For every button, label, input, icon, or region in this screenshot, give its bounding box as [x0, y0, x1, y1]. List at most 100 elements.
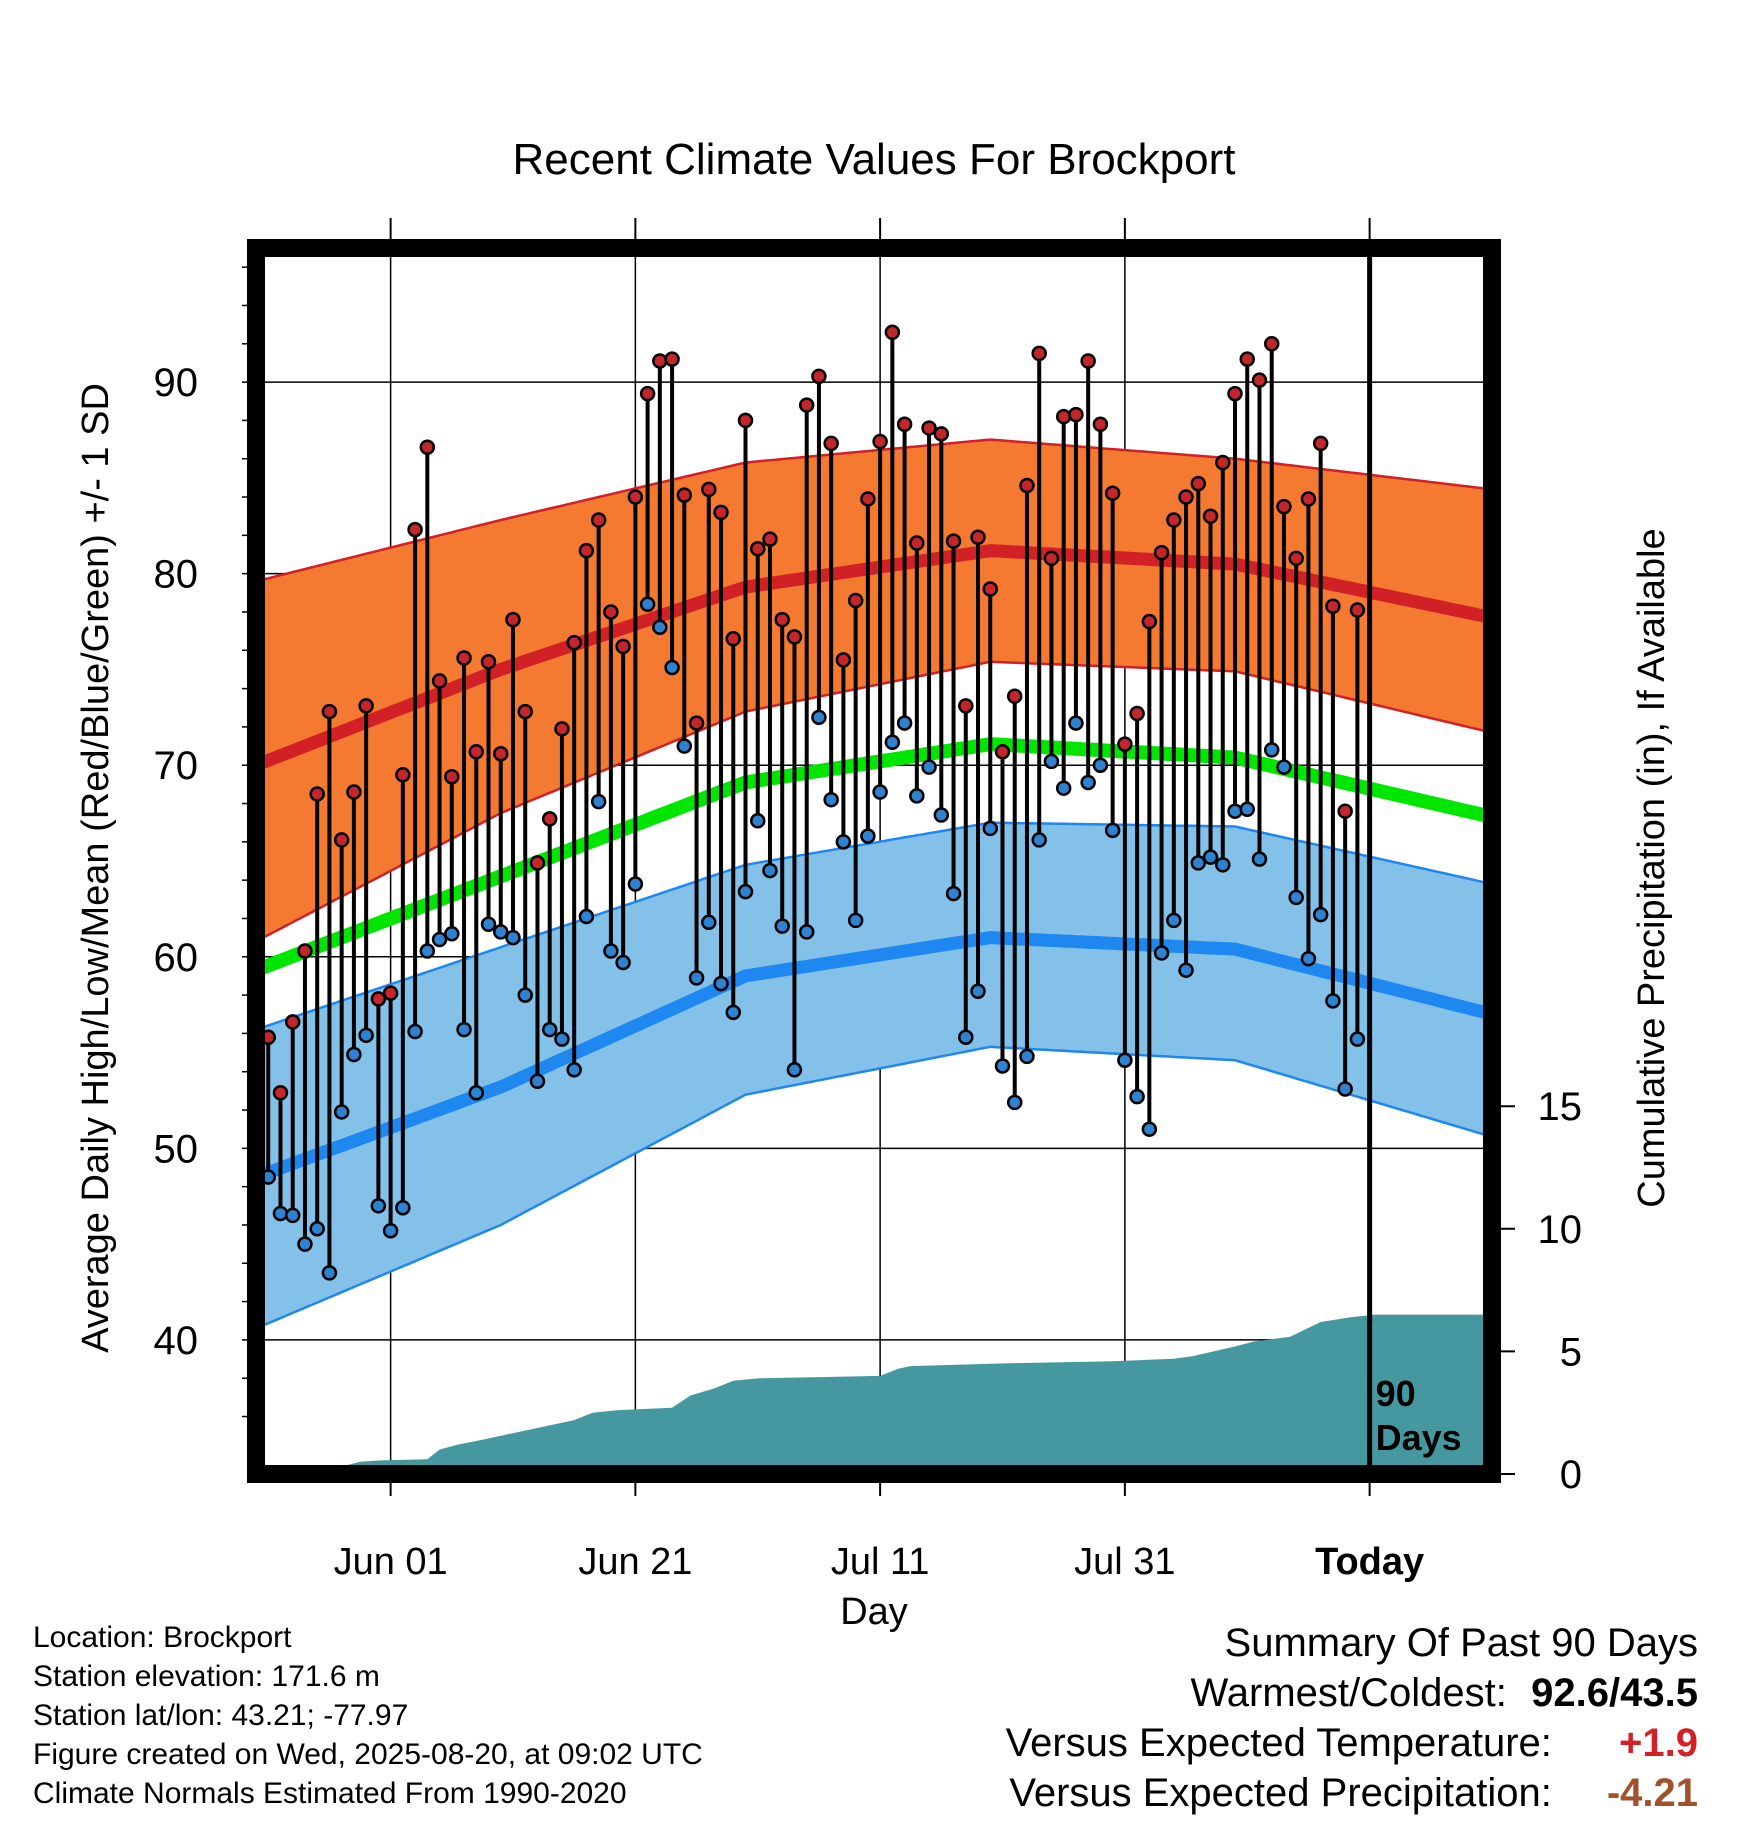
- x-tick-label: Jun 21: [578, 1541, 692, 1583]
- daily-low-point: [884, 734, 901, 750]
- daily-low-point: [346, 1046, 362, 1063]
- daily-high-point: [676, 487, 693, 503]
- daily-low-point: [297, 1236, 313, 1252]
- daily-low-point: [958, 1029, 974, 1045]
- daily-low-point: [505, 929, 521, 946]
- daily-low-point: [1117, 1052, 1133, 1068]
- daily-high-point: [896, 416, 913, 432]
- daily-low-point: [493, 924, 509, 940]
- daily-low-point: [688, 970, 705, 986]
- daily-low-point: [847, 912, 864, 929]
- daily-low-point: [1215, 857, 1231, 873]
- daily-low-point: [1312, 906, 1329, 923]
- x-tick-label: Jun 01: [334, 1541, 448, 1583]
- daily-high-point: [1190, 475, 1207, 492]
- daily-low-point: [933, 807, 950, 823]
- daily-high-point: [1153, 544, 1170, 561]
- daily-high-point: [419, 439, 436, 455]
- daily-high-point: [1092, 416, 1109, 432]
- daily-high-point: [554, 721, 570, 737]
- daily-points: [260, 324, 1366, 1281]
- daily-high-point: [860, 491, 876, 507]
- y2-tick-label: 10: [1538, 1208, 1583, 1252]
- daily-low-point: [798, 924, 815, 940]
- daily-low-point: [627, 876, 644, 892]
- daily-low-point: [725, 1004, 742, 1021]
- daily-low-point: [529, 1073, 546, 1090]
- daily-high-point: [1129, 705, 1145, 722]
- y-tick-label: 60: [154, 936, 199, 980]
- daily-low-point: [1043, 753, 1060, 770]
- x-tick-label: Today: [1315, 1541, 1424, 1583]
- daily-low-point: [1190, 855, 1207, 871]
- daily-high-point: [639, 385, 656, 402]
- daily-low-point: [1263, 742, 1280, 758]
- daily-low-point: [456, 1021, 472, 1038]
- warmest-coldest-label: Warmest/Coldest:: [1190, 1671, 1507, 1715]
- daily-low-point: [811, 709, 827, 726]
- daily-low-point: [1178, 962, 1194, 978]
- location-text: Location: Brockport: [33, 1621, 292, 1654]
- summary-precip: Versus Expected Precipitation: -4.21: [1006, 1768, 1698, 1818]
- summary-panel: Summary Of Past 90 Days Warmest/Coldest:…: [1006, 1618, 1698, 1818]
- daily-high-point: [1215, 454, 1231, 471]
- daily-low-point: [309, 1221, 325, 1237]
- daily-range-bars: [266, 332, 1360, 1273]
- daily-low-point: [1325, 993, 1341, 1009]
- daily-low-point: [701, 914, 717, 931]
- daily-low-point: [444, 926, 460, 942]
- daily-high-point: [358, 698, 374, 714]
- temp-label: Versus Expected Temperature:: [1005, 1721, 1552, 1765]
- daily-high-point: [835, 652, 852, 668]
- daily-low-point: [945, 885, 962, 902]
- precip-label: Versus Expected Precipitation:: [1009, 1771, 1552, 1815]
- daily-low-point: [1092, 757, 1109, 773]
- daily-high-point: [762, 531, 778, 547]
- daily-high-point: [297, 943, 313, 959]
- daily-low-point: [664, 659, 680, 676]
- y-tick-label: 70: [154, 744, 199, 788]
- daily-high-point: [468, 744, 485, 760]
- daily-low-point: [1055, 780, 1072, 796]
- daily-low-point: [407, 1023, 423, 1040]
- daily-low-point: [982, 820, 999, 837]
- daily-high-point: [1202, 508, 1219, 524]
- daily-low-point: [590, 793, 607, 810]
- y2-tick-label: 0: [1560, 1453, 1582, 1497]
- daily-high-point: [1031, 345, 1047, 362]
- daily-high-point: [945, 533, 962, 549]
- daily-low-point: [1202, 849, 1219, 865]
- today-marker-label-line1: 90: [1376, 1373, 1416, 1414]
- summary-temp: Versus Expected Temperature: +1.9: [1006, 1718, 1698, 1768]
- daily-high-point: [786, 629, 803, 645]
- daily-high-point: [382, 985, 399, 1001]
- daily-high-point: [823, 435, 839, 452]
- daily-low-point: [1019, 1048, 1035, 1065]
- daily-low-point: [1129, 1088, 1145, 1105]
- daily-low-point: [896, 715, 913, 731]
- daily-high-point: [1055, 408, 1072, 425]
- daily-low-point: [921, 759, 937, 775]
- daily-low-point: [737, 883, 754, 900]
- daily-high-point: [1104, 485, 1121, 501]
- daily-high-point: [517, 703, 533, 720]
- daily-high-point: [933, 426, 950, 442]
- y-tick-label: 40: [154, 1319, 199, 1363]
- chart-title: Recent Climate Values For Brockport: [512, 135, 1235, 184]
- x-axis-label: Day: [840, 1591, 908, 1633]
- daily-low-point: [382, 1222, 399, 1239]
- daily-high-point: [1276, 498, 1292, 515]
- daily-low-point: [272, 1205, 289, 1222]
- daily-high-point: [713, 504, 729, 521]
- daily-high-point: [309, 786, 325, 802]
- daily-high-point: [1312, 435, 1329, 452]
- y-tick-label: 80: [154, 553, 199, 597]
- y-tick-label: 50: [154, 1127, 199, 1171]
- daily-low-point: [1337, 1081, 1353, 1097]
- daily-high-point: [407, 521, 423, 538]
- daily-low-point: [541, 1021, 558, 1038]
- summary-warmest-coldest: Warmest/Coldest: 92.6/43.5: [1006, 1668, 1699, 1718]
- daily-low-point: [1141, 1121, 1158, 1137]
- daily-low-point: [639, 596, 656, 613]
- daily-low-point: [860, 828, 876, 844]
